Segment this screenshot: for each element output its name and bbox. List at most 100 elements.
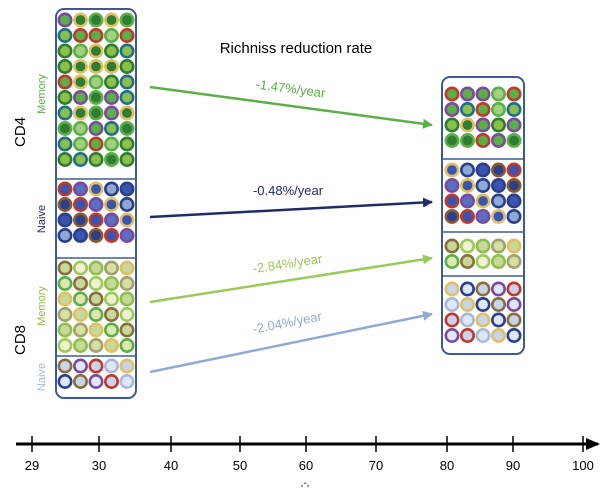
- clone-circle: [490, 193, 506, 209]
- clone-circle: [444, 133, 460, 149]
- clone-circle: [57, 181, 73, 197]
- clone-circle: [57, 291, 73, 307]
- clone-circle: [119, 27, 135, 43]
- clone-circle: [104, 90, 120, 106]
- clone-circle: [475, 209, 491, 225]
- clone-circle: [490, 86, 506, 102]
- cd4-memory-arrow: [149, 85, 433, 129]
- clone-circle: [119, 337, 135, 353]
- axis-tick-label: 40: [164, 458, 178, 473]
- clone-circle: [104, 322, 120, 338]
- clone-circle: [459, 327, 475, 343]
- clone-circle: [119, 74, 135, 90]
- clone-circle: [88, 373, 104, 389]
- clone-circle: [119, 90, 135, 106]
- clone-circle: [73, 322, 89, 338]
- clone-circle: [73, 212, 89, 228]
- cd4-memory-label: Memory: [36, 74, 48, 114]
- clone-circle: [506, 238, 522, 254]
- clone-circle: [104, 136, 120, 152]
- clone-circle: [444, 327, 460, 343]
- clone-circle: [475, 86, 491, 102]
- clone-circle: [459, 162, 475, 178]
- clone-circle: [475, 254, 491, 270]
- clone-circle: [459, 133, 475, 149]
- clone-circle: [88, 12, 104, 28]
- clone-circle: [57, 74, 73, 90]
- clone-circle: [459, 178, 475, 194]
- clone-circle: [88, 58, 104, 74]
- clone-circle: [104, 197, 120, 213]
- clone-circle: [88, 27, 104, 43]
- clone-circle: [490, 102, 506, 118]
- clone-circle: [73, 74, 89, 90]
- clone-circle: [104, 260, 120, 276]
- clone-circle: [459, 312, 475, 328]
- axis-tick-label: 30: [92, 458, 106, 473]
- clone-circle: [444, 238, 460, 254]
- cd8-memory-arrow: [149, 254, 433, 304]
- clone-circle: [119, 373, 135, 389]
- clone-circle: [57, 58, 73, 74]
- clone-circle: [57, 105, 73, 121]
- clone-circle: [506, 133, 522, 149]
- clone-circle: [88, 197, 104, 213]
- clone-circle: [444, 209, 460, 225]
- clone-circle: [475, 178, 491, 194]
- clone-circle: [490, 254, 506, 270]
- clone-circle: [506, 281, 522, 297]
- clone-circle: [73, 27, 89, 43]
- clone-circle: [119, 212, 135, 228]
- left-repertoire-column: [55, 8, 137, 399]
- clone-circle: [119, 58, 135, 74]
- clone-circle: [506, 254, 522, 270]
- clone-circle: [119, 275, 135, 291]
- clone-circle: [104, 337, 120, 353]
- clone-circle: [506, 209, 522, 225]
- clone-circle: [104, 306, 120, 322]
- clone-circle: [459, 193, 475, 209]
- clone-circle: [119, 152, 135, 168]
- clone-circle: [119, 228, 135, 244]
- clone-circle: [506, 162, 522, 178]
- clone-circle: [104, 181, 120, 197]
- clone-circle: [490, 238, 506, 254]
- clone-circle: [88, 105, 104, 121]
- clone-circle: [490, 209, 506, 225]
- clone-circle: [73, 337, 89, 353]
- clone-circle: [119, 306, 135, 322]
- clone-circle: [490, 312, 506, 328]
- clone-circle: [506, 102, 522, 118]
- clone-circle: [88, 291, 104, 307]
- clone-circle: [88, 306, 104, 322]
- clone-circle: [88, 228, 104, 244]
- clone-circle: [490, 133, 506, 149]
- clone-circle: [57, 43, 73, 59]
- clone-circle: [459, 238, 475, 254]
- clone-circle: [490, 281, 506, 297]
- clone-circle: [57, 152, 73, 168]
- clone-circle: [104, 12, 120, 28]
- clone-circle: [88, 358, 104, 374]
- clone-circle: [57, 228, 73, 244]
- clone-circle: [119, 260, 135, 276]
- clone-circle: [444, 296, 460, 312]
- clone-circle: [57, 90, 73, 106]
- clone-circle: [459, 281, 475, 297]
- clone-circle: [73, 306, 89, 322]
- clone-circle: [475, 133, 491, 149]
- clone-circle: [104, 228, 120, 244]
- clone-circle: [459, 209, 475, 225]
- clone-circle: [506, 312, 522, 328]
- axis-tick-label: 50: [233, 458, 247, 473]
- clone-circle: [104, 373, 120, 389]
- clone-circle: [506, 193, 522, 209]
- clone-circle: [459, 86, 475, 102]
- clone-circle: [88, 275, 104, 291]
- axis-ticks: 29 30 40 50 60 70 80 90 100: [25, 436, 594, 473]
- clone-circle: [475, 238, 491, 254]
- clone-circle: [475, 327, 491, 343]
- clone-circle: [73, 275, 89, 291]
- cd8-label: CD8: [12, 325, 29, 355]
